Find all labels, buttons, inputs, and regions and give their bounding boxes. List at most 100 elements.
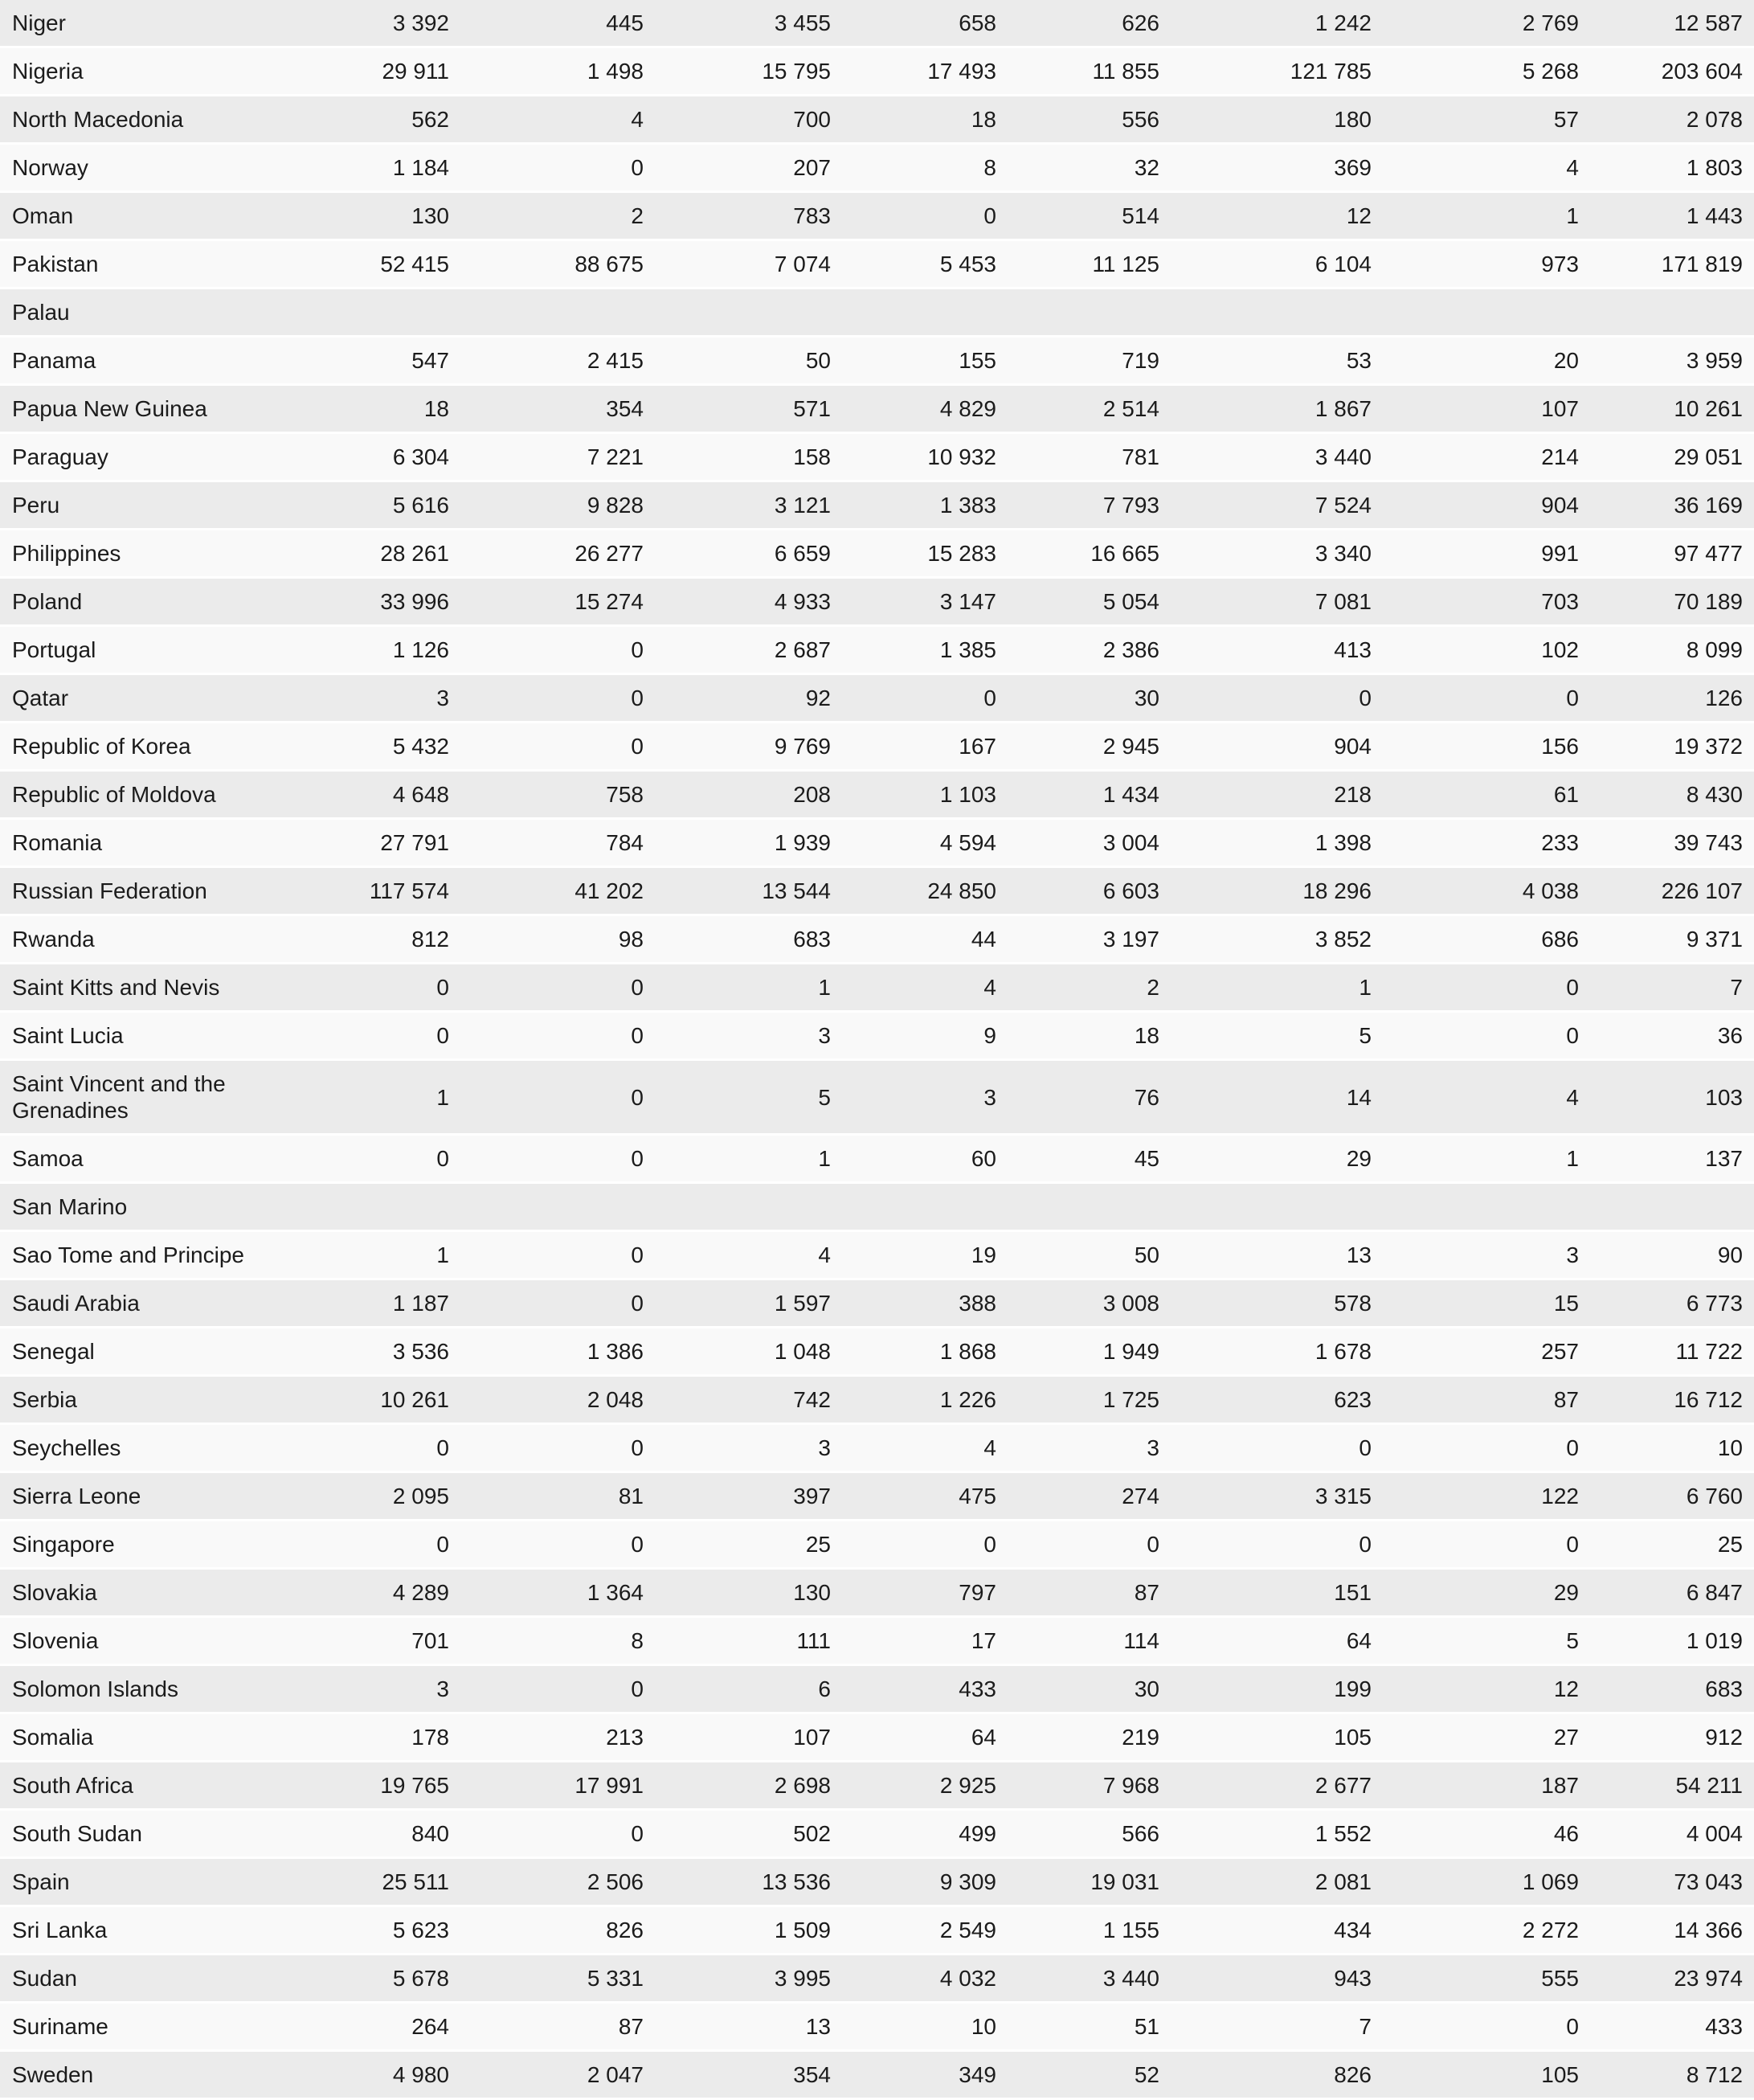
value-cell: 1 — [277, 1061, 460, 1136]
value-cell: 2 514 — [1008, 386, 1171, 434]
value-cell: 274 — [1008, 1473, 1171, 1521]
value-cell: 0 — [277, 964, 460, 1013]
value-cell: 2 506 — [460, 1859, 655, 1907]
value-cell: 354 — [460, 386, 655, 434]
value-cell: 0 — [460, 1136, 655, 1184]
value-cell: 30 — [1008, 1666, 1171, 1714]
value-cell — [842, 289, 1008, 338]
country-cell: North Macedonia — [0, 96, 277, 145]
value-cell: 8 712 — [1590, 2052, 1754, 2100]
value-cell: 2 415 — [460, 338, 655, 386]
value-cell: 81 — [460, 1473, 655, 1521]
value-cell: 87 — [1383, 1377, 1590, 1425]
table-row: Paraguay 6 304 7 221 158 10 932 781 3 44… — [0, 434, 1754, 482]
value-cell: 1 184 — [277, 145, 460, 193]
table-row: Sri Lanka 5 623 826 1 509 2 549 1 155 43… — [0, 1907, 1754, 1955]
country-cell: Russian Federation — [0, 868, 277, 916]
value-cell: 13 — [655, 2004, 842, 2052]
value-cell: 1 069 — [1383, 1859, 1590, 1907]
country-cell: Somalia — [0, 1714, 277, 1762]
table-row: Portugal 1 126 0 2 687 1 385 2 386 413 1… — [0, 627, 1754, 675]
value-cell: 50 — [1008, 1232, 1171, 1280]
value-cell: 1 364 — [460, 1570, 655, 1618]
table-row: San Marino — [0, 1184, 1754, 1232]
value-cell: 758 — [460, 772, 655, 820]
value-cell: 30 — [1008, 675, 1171, 723]
value-cell: 0 — [460, 1232, 655, 1280]
table-row: Sao Tome and Principe 1 0 4 19 50 13 3 9… — [0, 1232, 1754, 1280]
value-cell: 1 443 — [1590, 193, 1754, 241]
value-cell: 25 511 — [277, 1859, 460, 1907]
value-cell: 3 121 — [655, 482, 842, 530]
value-cell: 158 — [655, 434, 842, 482]
value-cell: 1 242 — [1171, 0, 1383, 48]
value-cell: 28 261 — [277, 530, 460, 579]
value-cell: 64 — [842, 1714, 1008, 1762]
value-cell: 3 — [655, 1425, 842, 1473]
value-cell: 0 — [842, 675, 1008, 723]
value-cell: 6 304 — [277, 434, 460, 482]
value-cell — [655, 289, 842, 338]
table-row: Qatar 3 0 92 0 30 0 0 126 — [0, 675, 1754, 723]
value-cell: 1 552 — [1171, 1811, 1383, 1859]
value-cell: 107 — [1383, 386, 1590, 434]
value-cell: 180 — [1171, 96, 1383, 145]
value-cell: 0 — [460, 1013, 655, 1061]
value-cell: 171 819 — [1590, 241, 1754, 289]
value-cell: 1 103 — [842, 772, 1008, 820]
country-cell: Portugal — [0, 627, 277, 675]
value-cell: 388 — [842, 1280, 1008, 1328]
value-cell: 3 — [842, 1061, 1008, 1136]
value-cell: 0 — [1171, 675, 1383, 723]
value-cell: 2 925 — [842, 1762, 1008, 1811]
value-cell: 578 — [1171, 1280, 1383, 1328]
value-cell: 826 — [460, 1907, 655, 1955]
value-cell: 3 — [1008, 1425, 1171, 1473]
table-row: Republic of Moldova 4 648 758 208 1 103 … — [0, 772, 1754, 820]
value-cell: 155 — [842, 338, 1008, 386]
value-cell: 76 — [1008, 1061, 1171, 1136]
value-cell: 0 — [277, 1425, 460, 1473]
value-cell: 3 536 — [277, 1328, 460, 1377]
value-cell: 29 — [1171, 1136, 1383, 1184]
value-cell: 233 — [1383, 820, 1590, 868]
value-cell: 3 340 — [1171, 530, 1383, 579]
value-cell: 413 — [1171, 627, 1383, 675]
value-cell: 52 415 — [277, 241, 460, 289]
value-cell: 784 — [460, 820, 655, 868]
value-cell: 19 031 — [1008, 1859, 1171, 1907]
value-cell: 16 712 — [1590, 1377, 1754, 1425]
value-cell: 4 829 — [842, 386, 1008, 434]
value-cell: 219 — [1008, 1714, 1171, 1762]
value-cell: 781 — [1008, 434, 1171, 482]
value-cell: 5 623 — [277, 1907, 460, 1955]
value-cell: 7 968 — [1008, 1762, 1171, 1811]
value-cell: 6 773 — [1590, 1280, 1754, 1328]
value-cell: 121 785 — [1171, 48, 1383, 96]
value-cell: 0 — [277, 1136, 460, 1184]
value-cell: 0 — [460, 1061, 655, 1136]
value-cell: 3 147 — [842, 579, 1008, 627]
value-cell: 555 — [1383, 1955, 1590, 2004]
country-cell: Panama — [0, 338, 277, 386]
value-cell: 208 — [655, 772, 842, 820]
value-cell: 29 — [1383, 1570, 1590, 1618]
value-cell: 1 597 — [655, 1280, 842, 1328]
value-cell: 2 769 — [1383, 0, 1590, 48]
value-cell: 36 169 — [1590, 482, 1754, 530]
country-cell: Papua New Guinea — [0, 386, 277, 434]
value-cell: 1 155 — [1008, 1907, 1171, 1955]
value-cell: 107 — [655, 1714, 842, 1762]
country-cell: Norway — [0, 145, 277, 193]
value-cell: 1 — [1383, 1136, 1590, 1184]
value-cell: 5 432 — [277, 723, 460, 772]
value-cell: 7 — [1171, 2004, 1383, 2052]
country-cell: Sierra Leone — [0, 1473, 277, 1521]
value-cell: 700 — [655, 96, 842, 145]
value-cell: 102 — [1383, 627, 1590, 675]
value-cell: 7 074 — [655, 241, 842, 289]
value-cell: 1 — [1171, 964, 1383, 1013]
value-cell: 8 099 — [1590, 627, 1754, 675]
table-row: Niger 3 392 445 3 455 658 626 1 242 2 76… — [0, 0, 1754, 48]
table-row: Seychelles 0 0 3 4 3 0 0 10 — [0, 1425, 1754, 1473]
